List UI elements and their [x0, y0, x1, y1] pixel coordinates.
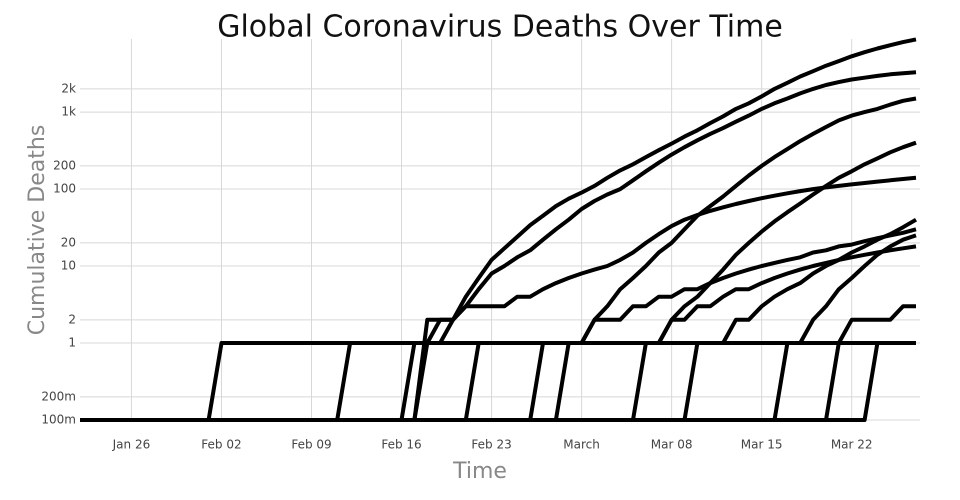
series-line — [80, 227, 917, 422]
x-axis-title: Time — [452, 459, 507, 484]
chart-title: Global Coronavirus Deaths Over Time — [217, 10, 783, 45]
y-tick-label: 2 — [68, 312, 76, 326]
y-tick-label: 1 — [68, 336, 76, 350]
series-line — [80, 341, 916, 422]
x-tick-label: Feb 23 — [471, 438, 511, 452]
y-tick-label: 200 — [53, 158, 76, 172]
y-tick-label: 1k — [61, 105, 76, 119]
series-line — [80, 70, 917, 422]
x-tick-label: Jan 26 — [112, 438, 151, 452]
series-line — [80, 244, 917, 422]
series-line — [80, 341, 916, 422]
series-line — [80, 304, 916, 422]
x-tick-label: Feb 09 — [291, 438, 331, 452]
series-line — [80, 341, 916, 422]
y-tick-label: 20 — [61, 235, 76, 249]
x-tick-label: March — [563, 438, 600, 452]
x-tick-label: Feb 16 — [381, 438, 421, 452]
series-line — [80, 140, 917, 422]
y-tick-label: 2k — [61, 81, 76, 95]
y-tick-label: 200m — [41, 389, 76, 403]
y-axis-title: Cumulative Deaths — [25, 125, 50, 336]
x-tick-label: Mar 15 — [741, 438, 783, 452]
x-tick-label: Mar 08 — [651, 438, 693, 452]
series-line — [80, 233, 917, 422]
x-tick-label: Feb 02 — [201, 438, 241, 452]
series-line — [80, 175, 917, 422]
y-tick-label: 10 — [61, 259, 76, 273]
y-tick-label: 100 — [53, 182, 76, 196]
x-tick-label: Mar 22 — [831, 438, 873, 452]
y-tick-label: 100m — [41, 413, 76, 427]
